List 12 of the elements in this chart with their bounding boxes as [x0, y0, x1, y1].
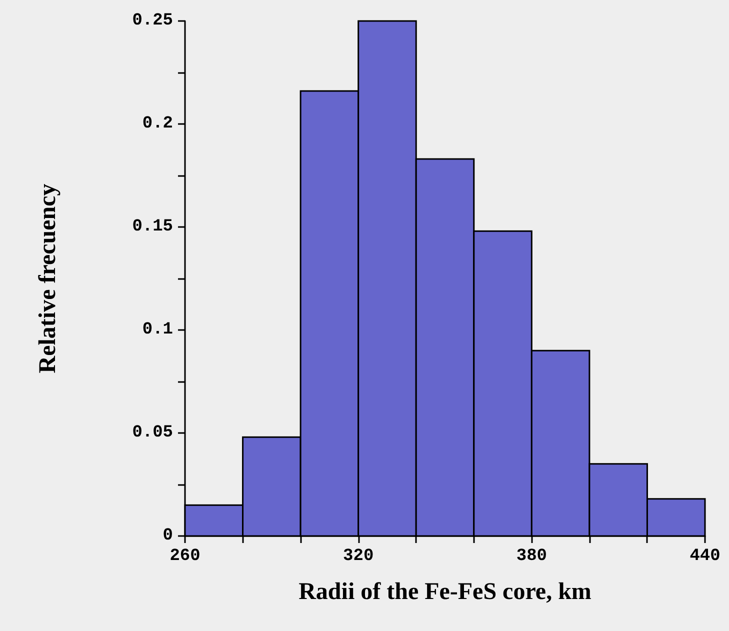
y-tick-label: 0.2: [142, 114, 173, 134]
y-tick-label: 0.1: [142, 320, 173, 340]
x-tick-label: 260: [170, 547, 200, 566]
x-tick-label: 440: [690, 547, 720, 566]
y-axis-title: Relative frecuency: [35, 184, 61, 374]
x-axis-title: Radii of the Fe-FeS core, km: [298, 579, 592, 605]
y-tick-label: 0: [162, 526, 173, 546]
y-tick-label: 0.15: [132, 218, 173, 236]
x-tick-label: 320: [343, 547, 374, 566]
x-tick-label: 380: [516, 547, 547, 566]
y-tick-label: 0.25: [132, 12, 173, 30]
y-tick-label: 0.05: [132, 424, 173, 442]
